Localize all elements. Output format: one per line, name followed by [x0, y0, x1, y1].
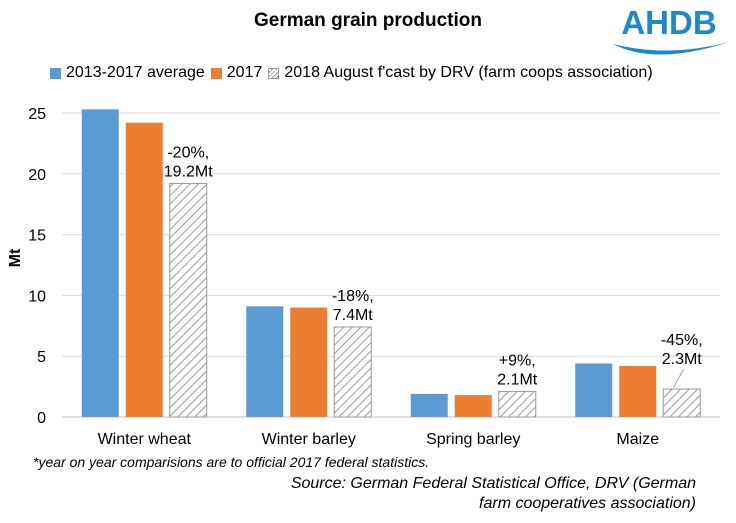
y-tick-label: 15 — [28, 228, 46, 245]
y-tick-label: 0 — [37, 410, 46, 427]
data-label: -18%, 7.4Mt — [332, 288, 374, 324]
y-tick-label: 10 — [28, 288, 46, 305]
y-tick-label: 25 — [28, 106, 46, 123]
data-label: +9%, 2.1Mt — [497, 352, 538, 388]
x-category-label: Spring barley — [426, 431, 520, 448]
bar-forecast — [169, 183, 208, 418]
logo-text: AHDB — [621, 4, 716, 41]
bar-average — [410, 393, 448, 417]
bar-forecast — [662, 388, 701, 418]
legend-item-2018-forecast: 2018 August f'cast by DRV (farm coops as… — [268, 64, 653, 82]
footnote: *year on year comparisions are to offici… — [33, 454, 430, 470]
bar-forecast — [333, 326, 372, 418]
source-note: Source: German Federal Statistical Offic… — [196, 474, 696, 514]
legend-label-average: 2013-2017 average — [66, 64, 205, 81]
source-line: Source: German Federal Statistical Offic… — [290, 475, 696, 492]
bar-2017 — [290, 307, 328, 417]
x-category-label: Winter barley — [262, 431, 356, 448]
y-tick-label: 5 — [37, 349, 46, 366]
legend-label-2018-forecast: 2018 August f'cast by DRV (farm coops as… — [284, 64, 653, 81]
bar-2017 — [619, 365, 657, 417]
legend-item-average: 2013-2017 average — [50, 64, 205, 82]
bar-forecast — [498, 390, 537, 418]
bar-average — [81, 109, 119, 418]
x-category-label: Winter wheat — [98, 431, 192, 448]
source-line: farm cooperatives association) — [479, 495, 696, 512]
ahdb-logo: AHDB — [605, 0, 735, 62]
bar-average — [575, 363, 613, 417]
legend-swatch-blue — [50, 67, 61, 79]
bar-2017 — [125, 122, 163, 417]
legend-swatch-hatched — [268, 67, 280, 79]
legend-label-2017: 2017 — [226, 64, 263, 81]
data-label: -45%, 2.3Mt — [661, 332, 703, 368]
chart-title: German grain production — [253, 10, 483, 31]
legend-item-2017: 2017 — [210, 64, 263, 82]
data-label: -20%, 19.2Mt — [164, 145, 213, 181]
annotation-leader-line — [673, 368, 685, 388]
y-axis-label: Mt — [7, 248, 24, 267]
chart-legend: 2013-2017 average 2017 2018 August f'cas… — [50, 64, 659, 82]
bar-average — [246, 306, 284, 417]
y-tick-label: 20 — [28, 167, 46, 184]
bar-2017 — [454, 395, 492, 417]
legend-swatch-orange — [210, 67, 222, 79]
x-category-label: Maize — [616, 431, 659, 448]
